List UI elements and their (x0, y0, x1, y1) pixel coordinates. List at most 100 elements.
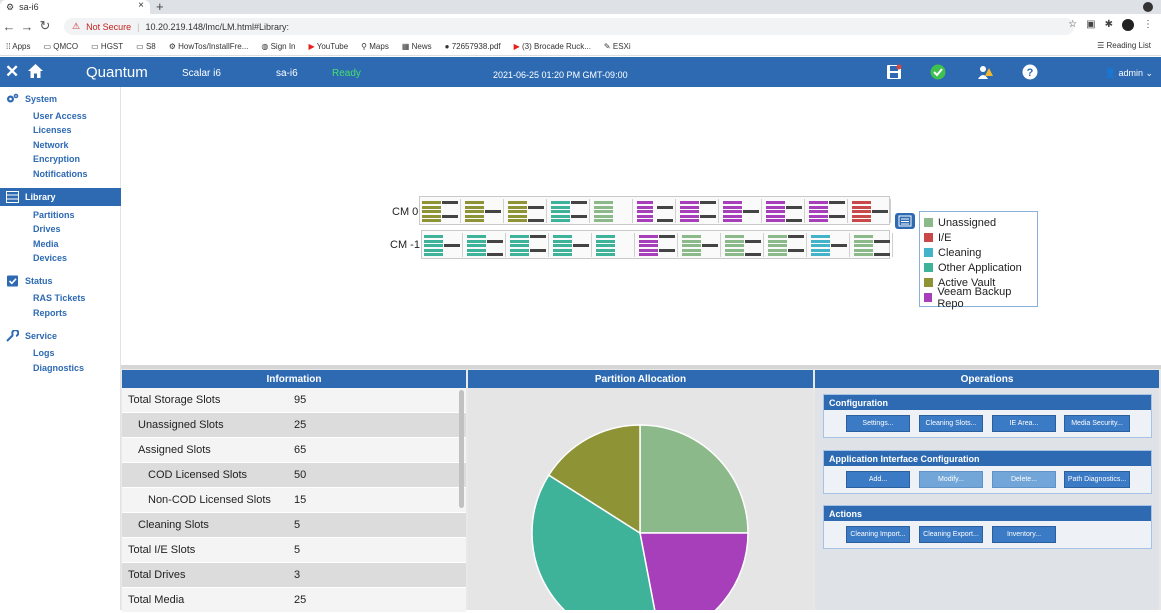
magazine-other-application[interactable] (594, 233, 635, 257)
sidebar-item-user-access[interactable]: User Access (33, 111, 87, 121)
sidebar-item-encryption[interactable]: Encryption (33, 154, 81, 164)
pie-slice-1[interactable] (639, 532, 749, 613)
magazine-unassigned[interactable] (766, 233, 807, 257)
warning-person-icon[interactable] (977, 64, 993, 80)
browser-tab[interactable]: ⚙ sa-i6 × (0, 0, 150, 14)
magazine-other-application[interactable] (508, 233, 549, 257)
bookmark-hgst[interactable]: ▭ HGST (91, 42, 124, 51)
magazine-veeam[interactable] (764, 199, 805, 223)
magazine-other-application[interactable] (465, 233, 506, 257)
magazine-other-application[interactable] (551, 233, 592, 257)
drive-slot-marker (571, 214, 587, 218)
bookmark-sign-in[interactable]: ◍ Sign In (261, 42, 296, 51)
bookmark-howtos[interactable]: ⚙ HowTos/InstallFre... (168, 42, 249, 51)
information-scrollbar[interactable] (459, 390, 464, 508)
puzzle-icon[interactable]: ✱ (1104, 19, 1113, 30)
magazine-unassigned[interactable] (680, 233, 721, 257)
profile-avatar[interactable] (1122, 19, 1134, 31)
checkbox-icon (7, 275, 18, 287)
operation-button[interactable]: Cleaning Export... (919, 526, 983, 543)
sidebar-section-service[interactable]: Service (0, 327, 121, 345)
sidebar-item-devices[interactable]: Devices (33, 253, 68, 263)
bookmark-apps[interactable]: ⁞⁞ Apps (6, 42, 31, 51)
bookmark-qmco[interactable]: ▭ QMCO (43, 42, 79, 51)
magazine-veeam[interactable] (807, 199, 848, 223)
operation-button[interactable]: Cleaning Import... (846, 526, 910, 543)
magazine-veeam[interactable] (678, 199, 719, 223)
operation-button[interactable]: Settings... (846, 415, 910, 432)
user-menu[interactable]: 👤 admin ⌄ (1104, 68, 1153, 78)
bookmark-esxi[interactable]: ✎ ESXi (603, 42, 631, 51)
magazine-cleaning[interactable] (809, 233, 850, 257)
forward-icon[interactable]: → (20, 18, 34, 34)
operation-button[interactable]: Path Diagnostics... (1064, 471, 1130, 488)
new-tab-button[interactable]: + (156, 0, 164, 14)
save-configuration-icon[interactable] (886, 64, 902, 80)
pane-splitter[interactable] (121, 365, 1161, 369)
pie-slice-2[interactable] (531, 474, 660, 613)
sidebar-section-library[interactable]: Library (0, 188, 121, 206)
bookmark-pdf[interactable]: ● 72657938.pdf (444, 42, 501, 51)
operation-button[interactable]: Add... (846, 471, 910, 488)
magazine-veeam[interactable] (721, 199, 762, 223)
address-bar[interactable]: ⚠ Not Secure | 10.20.219.148/lmc/LM.html… (64, 18, 1074, 35)
reading-list[interactable]: ☰ Reading List (1097, 41, 1151, 50)
operation-button[interactable]: Delete... (992, 471, 1056, 488)
sidebar-item-diagnostics[interactable]: Diagnostics (33, 363, 85, 373)
slot-marker (508, 201, 527, 204)
drive-slot-marker (786, 205, 802, 209)
map-pin-icon: ⚲ (361, 42, 370, 51)
magazine-other-application[interactable] (422, 233, 463, 257)
window-menu-icon[interactable] (1143, 2, 1153, 12)
pie-slice-0[interactable] (639, 424, 749, 534)
pie-slice-3[interactable] (547, 424, 641, 535)
reload-icon[interactable]: ↻ (39, 18, 51, 33)
magazine-active-vault[interactable] (420, 199, 461, 223)
magazine-unassigned[interactable] (592, 199, 633, 223)
home-icon[interactable] (27, 63, 44, 79)
sidebar-item-drives[interactable]: Drives (33, 224, 61, 234)
operation-button[interactable]: IE Area... (992, 415, 1056, 432)
operation-button[interactable]: Modify... (919, 471, 983, 488)
extension-icon[interactable]: ▣ (1086, 19, 1096, 30)
tab-close-icon[interactable]: × (138, 0, 144, 11)
bookmark-s8[interactable]: ▭ S8 (136, 42, 156, 51)
magazine-active-vault[interactable] (506, 199, 547, 223)
menu-icon[interactable]: ⋮ (1143, 19, 1153, 30)
slot-marker (465, 201, 484, 204)
back-icon[interactable]: ← (2, 18, 16, 34)
sidebar-item-ras-tickets[interactable]: RAS Tickets (33, 293, 86, 303)
sidebar-item-reports[interactable]: Reports (33, 308, 68, 318)
status-ok-icon[interactable] (930, 64, 946, 80)
magazine-veeam[interactable] (635, 199, 676, 223)
slot-marker (809, 205, 828, 209)
bookmark-maps[interactable]: ⚲ Maps (361, 42, 389, 51)
sidebar-item-notifications[interactable]: Notifications (33, 169, 88, 179)
magazine-other-application[interactable] (549, 199, 590, 223)
sidebar-section-system[interactable]: System (0, 90, 121, 108)
help-icon[interactable]: ? (1022, 64, 1038, 80)
operation-button[interactable]: Inventory... (992, 526, 1056, 543)
module-cm-1-rack[interactable] (421, 230, 893, 259)
bookmark-news[interactable]: ▦ News (401, 42, 432, 51)
operation-button[interactable]: Media Security... (1064, 415, 1130, 432)
information-value: 5 (294, 519, 301, 531)
sidebar-section-status[interactable]: Status (0, 272, 121, 290)
legend-toggle-button[interactable] (895, 213, 915, 229)
sidebar-item-media[interactable]: Media (33, 239, 59, 249)
module-cm0-rack[interactable] (419, 196, 891, 225)
magazine-unassigned[interactable] (852, 233, 893, 257)
sidebar-item-logs[interactable]: Logs (33, 348, 55, 358)
magazine-active-vault[interactable] (463, 199, 504, 223)
close-icon[interactable]: ✕ (5, 62, 20, 81)
bookmark-youtube[interactable]: ▶ YouTube (308, 42, 349, 51)
magazine-unassigned[interactable] (723, 233, 764, 257)
sidebar-item-network[interactable]: Network (33, 140, 69, 150)
magazine-ie[interactable] (850, 199, 891, 223)
operation-button[interactable]: Cleaning Slots... (919, 415, 983, 432)
star-icon[interactable]: ☆ (1068, 19, 1078, 30)
sidebar-item-licenses[interactable]: Licenses (33, 125, 72, 135)
sidebar-item-partitions[interactable]: Partitions (33, 210, 75, 220)
magazine-veeam[interactable] (637, 233, 678, 257)
bookmark-brocade[interactable]: ▶ (3) Brocade Ruck... (513, 42, 591, 51)
